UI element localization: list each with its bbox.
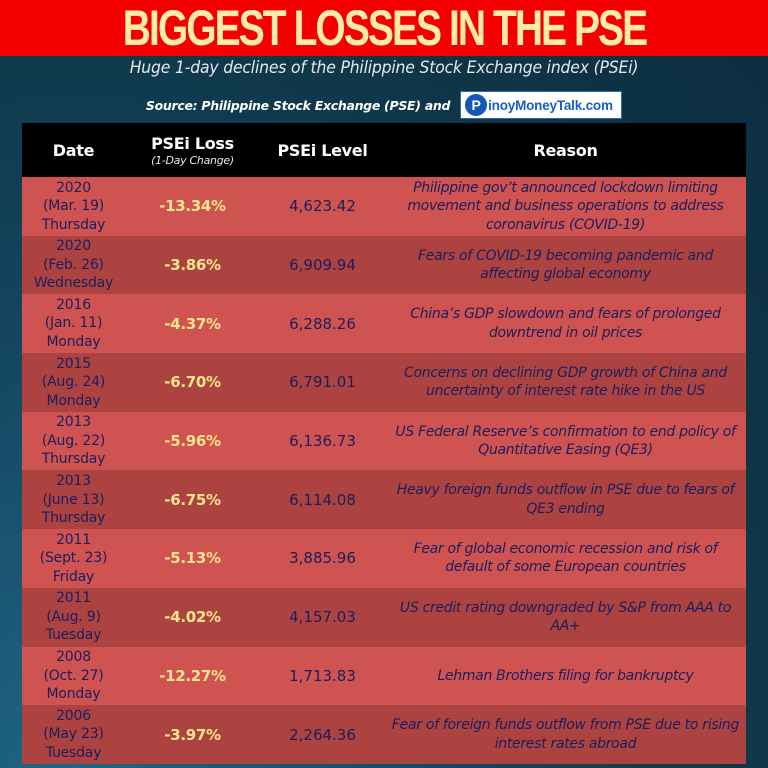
date-weekday: Wednesday [33, 275, 114, 292]
subtitle: Huge 1-day declines of the Philippine St… [129, 58, 639, 78]
table-row: 2008 (Oct. 27) Monday -12.27% 1,713.83 L… [22, 646, 746, 706]
date-cell: 2013 (Aug. 22) Thursday [22, 413, 125, 469]
reason-cell: China’s GDP slowdown and fears of prolon… [410, 306, 721, 341]
level-cell: 6,114.08 [289, 490, 356, 509]
level-cell: 6,136.73 [289, 432, 356, 451]
date-year: 2011 [56, 531, 91, 548]
loss-cell: -12.27% [159, 666, 226, 685]
level-cell: 6,909.94 [289, 256, 356, 275]
header-reason: Reason [533, 140, 598, 160]
date-year: 2015 [56, 355, 91, 372]
loss-cell: -3.97% [164, 725, 221, 744]
reason-cell: US Federal Reserve’s confirmation to end… [395, 423, 736, 459]
date-monthday: (Sept. 23) [39, 550, 108, 567]
table-row: 2020 (Mar. 19) Thursday -13.34% 4,623.42… [22, 177, 746, 236]
source-line: Source: Philippine Stock Exchange (PSE) … [0, 91, 768, 119]
date-cell: 2008 (Oct. 27) Monday [22, 648, 125, 704]
reason-cell: US credit rating downgraded by S&P from … [399, 599, 732, 635]
date-year: 2008 [56, 649, 91, 666]
loss-cell: -3.86% [164, 256, 221, 275]
table-body: 2020 (Mar. 19) Thursday -13.34% 4,623.42… [22, 177, 746, 764]
title-banner: BIGGEST LOSSES IN THE PSE [0, 0, 768, 56]
table-header: Date PSEi Loss (1-Day Change) PSEi Level… [22, 123, 746, 177]
date-cell: 2011 (Aug. 9) Tuesday [22, 589, 125, 645]
loss-cell: -5.13% [164, 549, 221, 568]
table-row: 2013 (June 13) Thursday -6.75% 6,114.08 … [22, 470, 746, 530]
level-cell: 3,885.96 [289, 549, 356, 568]
date-year: 2013 [56, 414, 91, 431]
table-row: 2015 (Aug. 24) Monday -6.70% 6,791.01 Co… [22, 353, 746, 412]
date-year: 2020 [56, 238, 91, 255]
reason-cell: Concerns on declining GDP growth of Chin… [404, 364, 727, 400]
date-weekday: Monday [46, 333, 101, 350]
date-cell: 2013 (June 13) Thursday [22, 472, 125, 528]
date-year: 2016 [56, 296, 91, 313]
level-cell: 6,791.01 [289, 373, 356, 392]
date-weekday: Monday [46, 686, 101, 703]
date-cell: 2011 (Sept. 23) Friday [22, 531, 125, 587]
date-monthday: (Jan. 11) [44, 315, 103, 332]
date-cell: 2015 (Aug. 24) Monday [22, 355, 125, 411]
date-weekday: Thursday [41, 451, 106, 468]
date-year: 2013 [56, 473, 91, 490]
date-monthday: (June 13) [42, 491, 105, 508]
loss-cell: -6.70% [164, 373, 221, 392]
date-year: 2020 [56, 179, 91, 196]
date-monthday: (Aug. 9) [46, 608, 101, 625]
reason-cell: Philippine gov’t announced lockdown limi… [407, 179, 724, 233]
loss-cell: -5.96% [164, 432, 221, 451]
header-loss: PSEi Loss (1-Day Change) [125, 134, 260, 167]
losses-table: Date PSEi Loss (1-Day Change) PSEi Level… [22, 123, 746, 764]
date-weekday: Tuesday [45, 627, 102, 644]
loss-cell: -13.34% [159, 197, 226, 216]
date-monthday: (Mar. 19) [43, 198, 104, 215]
table-row: 2006 (May 23) Tuesday -3.97% 2,264.36 Fe… [22, 705, 746, 764]
date-monthday: (Aug. 22) [41, 432, 106, 449]
loss-cell: -4.37% [164, 314, 221, 333]
date-cell: 2020 (Mar. 19) Thursday [22, 179, 125, 235]
date-weekday: Tuesday [45, 744, 102, 761]
reason-cell: Lehman Brothers filing for bankruptcy [437, 667, 694, 684]
table-row: 2020 (Feb. 26) Wednesday -3.86% 6,909.94… [22, 235, 746, 295]
level-cell: 2,264.36 [289, 725, 356, 744]
source-label: Source: Philippine Stock Exchange (PSE) … [145, 97, 451, 113]
reason-cell: Heavy foreign funds outflow in PSE due t… [396, 482, 735, 517]
date-cell: 2016 (Jan. 11) Monday [22, 296, 125, 352]
date-year: 2011 [56, 590, 91, 607]
header-date: Date [52, 140, 95, 160]
table-row: 2016 (Jan. 11) Monday -4.37% 6,288.26 Ch… [22, 294, 746, 354]
level-cell: 1,713.83 [289, 666, 356, 685]
table-row: 2011 (Sept. 23) Friday -5.13% 3,885.96 F… [22, 529, 746, 588]
level-cell: 4,623.42 [289, 197, 356, 216]
peso-bubble-icon: P [465, 94, 488, 116]
date-weekday: Thursday [41, 216, 106, 233]
date-weekday: Monday [46, 392, 101, 409]
date-monthday: (Oct. 27) [43, 667, 104, 684]
reason-cell: Fear of foreign funds outflow from PSE d… [391, 717, 740, 752]
header-level: PSEi Level [277, 140, 368, 160]
header-loss-sublabel: (1-Day Change) [151, 153, 234, 167]
table-row: 2011 (Aug. 9) Tuesday -4.02% 4,157.03 US… [22, 587, 746, 647]
pinoymoneytalk-logo: P inoyMoneyTalk.com [460, 91, 623, 119]
level-cell: 4,157.03 [289, 608, 356, 627]
page-title: BIGGEST LOSSES IN THE PSE [122, 0, 647, 56]
header-loss-label: PSEi Loss [151, 133, 234, 153]
loss-cell: -6.75% [164, 490, 221, 509]
date-cell: 2020 (Feb. 26) Wednesday [22, 237, 125, 293]
date-monthday: (Aug. 24) [41, 374, 106, 391]
date-monthday: (May 23) [43, 726, 104, 743]
date-monthday: (Feb. 26) [43, 256, 104, 273]
table-row: 2013 (Aug. 22) Thursday -5.96% 6,136.73 … [22, 411, 746, 471]
loss-cell: -4.02% [164, 608, 221, 627]
logo-text: inoyMoneyTalk.com [488, 97, 613, 113]
date-weekday: Friday [52, 568, 95, 585]
reason-cell: Fears of COVID-19 becoming pandemic and … [418, 247, 713, 283]
level-cell: 6,288.26 [289, 314, 356, 333]
date-weekday: Thursday [41, 510, 106, 527]
reason-cell: Fear of global economic recession and ri… [413, 540, 718, 576]
date-year: 2006 [56, 707, 91, 724]
date-cell: 2006 (May 23) Tuesday [22, 707, 125, 763]
